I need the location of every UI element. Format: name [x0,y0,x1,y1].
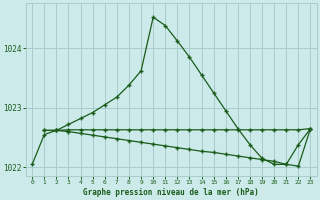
X-axis label: Graphe pression niveau de la mer (hPa): Graphe pression niveau de la mer (hPa) [84,188,259,197]
